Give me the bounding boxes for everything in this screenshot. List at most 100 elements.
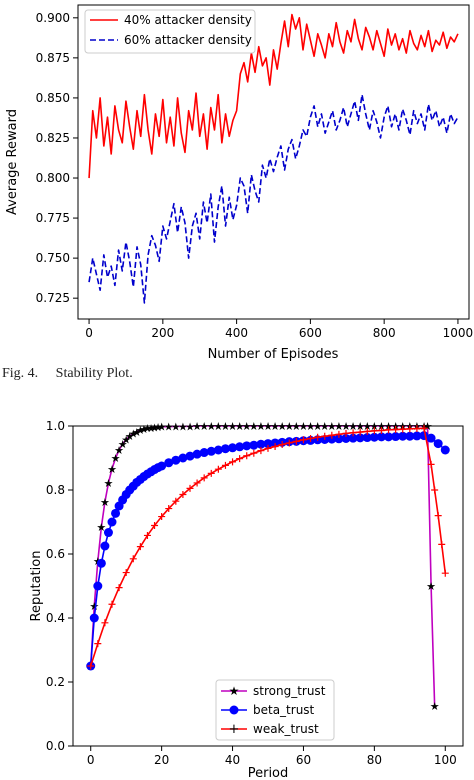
data-point [143,531,151,539]
data-point [171,455,181,465]
series-layer [88,13,459,304]
data-point [334,434,344,444]
data-point: ★ [348,420,358,433]
data-point: ★ [242,420,252,433]
data-point [355,433,365,443]
data-point: ★ [221,420,231,433]
x-axis-label: Period [248,766,289,780]
data-point: ★ [430,700,440,713]
data-point [398,431,408,441]
data-point [185,451,195,461]
data-point: ★ [135,424,145,437]
y-tick-label: 1.0 [46,419,65,433]
legend: 40% attacker density 60% attacker densit… [84,9,256,54]
legend-label-beta: beta_trust [253,703,315,717]
y-tick-label: 0.875 [36,51,70,65]
data-point: ★ [249,420,259,433]
data-point [433,439,443,449]
x-tick-label: 20 [154,753,169,767]
data-point [179,490,187,498]
series-line-beta-trust [89,434,446,667]
data-point [151,522,159,530]
data-point [314,433,322,441]
data-point [228,443,238,453]
data-point: ★ [150,421,160,434]
data-point [426,433,436,443]
y-tick-label: 0.775 [36,211,70,225]
data-point [257,447,265,455]
legend-box [215,679,335,741]
series-line-60-attacker-density [88,93,459,304]
data-point: ★ [369,420,379,433]
data-point [165,505,173,513]
data-point [221,461,229,469]
data-point [103,528,113,538]
y-tick-label: 0.900 [36,11,70,25]
data-point: ★ [284,420,294,433]
data-point: ★ [228,420,238,433]
data-point: ★ [377,420,387,433]
data-point [199,448,209,458]
data-point [376,432,386,442]
data-point [278,441,286,449]
data-point: ★ [263,420,273,433]
plus-icon: + [229,722,240,737]
data-point [362,433,372,443]
ticks-layer: 0 20 40 60 80 100 0.0 0.2 0.4 0.6 0.8 1.0 [46,419,457,767]
y-tick-label: 0.825 [36,131,70,145]
x-tick-label: 600 [299,326,322,340]
data-point: ★ [277,420,287,433]
data-point [384,432,394,442]
data-point [256,439,266,449]
data-point [285,439,293,447]
y-tick-label: 0.725 [36,291,70,305]
data-point: ★ [114,444,124,457]
data-point: ★ [306,420,316,433]
data-point [108,600,116,608]
y-tick-label: 0.8 [46,483,65,497]
data-point [213,445,223,455]
data-point: ★ [89,600,99,613]
data-point: ★ [423,420,433,433]
data-point [348,433,358,443]
data-point [96,558,106,568]
data-point: ★ [164,421,174,434]
data-point: ★ [206,420,216,433]
data-point [172,497,180,505]
data-point [207,469,215,477]
x-tick-label: 0 [87,753,95,767]
data-point [243,452,251,460]
data-point: ★ [171,420,181,433]
series-line-weak-trust [89,427,447,667]
data-point [249,440,259,450]
data-point [391,432,401,442]
legend-label-60: 60% attacker density [124,33,252,47]
series-line-strong-trust [89,425,436,707]
y-tick-label: 0.750 [36,251,70,265]
x-tick-label: 800 [373,326,396,340]
legend-label-40: 40% attacker density [124,13,252,27]
data-point [441,569,449,577]
data-point: ★ [157,421,167,434]
data-point: ★ [291,420,301,433]
data-point: ★ [185,420,195,433]
legend-label-strong: strong_trust [253,684,326,698]
data-point: ★ [235,420,245,433]
data-point [335,430,343,438]
data-point [321,432,329,440]
data-point [164,458,174,468]
data-point: ★ [125,430,135,443]
data-point [186,484,194,492]
data-point: ★ [139,423,149,436]
data-point [263,439,273,449]
x-tick-label: 40 [225,753,240,767]
y-tick-label: 0.4 [46,611,65,625]
data-point [129,555,137,563]
ticks-layer: 0 200 400 600 800 1000 0.725 0.750 0.775 0.800 0.8… [36,11,474,340]
data-point [93,581,103,591]
data-point: ★ [118,438,128,451]
data-point [438,540,446,548]
y-tick-label: 0.2 [46,675,65,689]
data-point [206,446,216,456]
data-point [192,449,202,459]
